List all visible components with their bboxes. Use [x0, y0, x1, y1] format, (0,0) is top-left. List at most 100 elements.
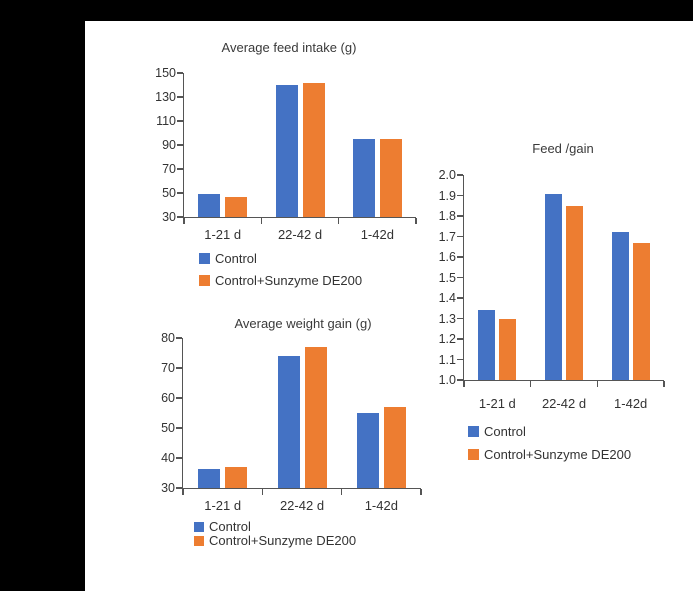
legend-item: Control: [468, 425, 526, 438]
y-tick-mark: [176, 427, 182, 429]
chart-title: Feed /gain: [532, 141, 594, 156]
bar-control-sunzyme-de200: [304, 347, 327, 488]
x-category-label: 22-42 d: [279, 498, 325, 513]
y-axis-label: 110: [156, 114, 176, 128]
x-tick-mark: [663, 381, 665, 387]
x-category-label: 22-42 d: [277, 227, 323, 242]
bar-control: [352, 139, 375, 217]
y-tick-mark: [457, 317, 463, 320]
legend-marker-control: [468, 426, 479, 437]
y-tick-mark: [177, 216, 183, 218]
y-axis-label: 1.6: [438, 250, 456, 264]
y-axis-label: 130: [155, 90, 176, 104]
y-axis-label: 2.0: [438, 168, 456, 182]
black-top-bar: [0, 0, 693, 21]
y-tick-mark: [177, 72, 183, 74]
bar-control: [275, 85, 298, 217]
plot-area: 80 70 60 50 40 30 1-21 d 22-42 d 1-42d: [161, 331, 422, 513]
y-axis-label: 1.8: [438, 209, 456, 223]
y-tick-mark: [457, 194, 463, 197]
chart-title: Average feed intake (g): [221, 40, 357, 55]
legend-item: Control: [199, 252, 257, 265]
bar-control-sunzyme-de200: [379, 139, 402, 217]
x-tick-mark: [260, 218, 263, 224]
y-axis-label: 1.2: [438, 332, 456, 346]
x-category-label: 1-21 d: [204, 498, 242, 513]
x-tick-mark: [341, 489, 343, 495]
y-tick-mark: [177, 120, 183, 122]
legend-marker-sunzyme: [199, 275, 210, 286]
bar-control: [198, 194, 221, 217]
y-axis-label: 1.7: [438, 229, 456, 244]
x-category-label: 1-42d: [360, 227, 394, 242]
legend-item: Control: [194, 520, 251, 533]
y-tick-mark: [176, 457, 182, 459]
legend-label: Control: [209, 519, 251, 534]
y-tick-mark: [176, 367, 182, 369]
bar-control-sunzyme-de200: [302, 82, 325, 217]
legend-label: Control: [215, 251, 257, 266]
y-tick-mark: [457, 358, 463, 361]
bar-control: [545, 193, 562, 380]
bar-control: [611, 232, 629, 380]
bar-control: [478, 310, 496, 380]
y-axis-label: 70: [162, 162, 176, 176]
x-tick-mark: [261, 489, 264, 495]
y-tick-mark: [177, 168, 183, 170]
y-axis-label: 50: [161, 421, 175, 435]
y-tick-mark: [177, 96, 183, 98]
y-tick-mark: [457, 174, 463, 176]
bar-control-sunzyme-de200: [383, 407, 406, 488]
y-tick-mark: [457, 256, 463, 258]
x-category-label: 1-42d: [364, 498, 398, 513]
plot-area: 2.0 1.9 1.8 1.7 1.6 1.5 1.4 1.3 1.2 1.1 1.0 1-21 d 2…: [439, 168, 665, 411]
y-tick-mark: [176, 337, 182, 339]
x-tick-mark: [530, 381, 532, 387]
legend-marker-control: [199, 253, 210, 264]
x-tick-mark: [596, 381, 599, 387]
y-axis-label: 40: [161, 451, 175, 465]
legend-marker-sunzyme: [194, 535, 204, 546]
bar-control-sunzyme-de200: [566, 205, 583, 380]
y-axis-label: 1.3: [438, 311, 456, 326]
y-axis-label: 1.1: [438, 352, 456, 367]
y-axis-label: 1.9: [438, 188, 456, 203]
y-axis-label: 1.5: [438, 270, 456, 285]
y-axis-label: 1.4: [438, 291, 456, 305]
black-left-strip: [0, 0, 85, 591]
y-tick-mark: [176, 397, 182, 399]
bar-control: [198, 468, 221, 488]
x-tick-mark: [338, 218, 340, 224]
bar-control: [356, 413, 379, 488]
bar-control-sunzyme-de200: [499, 318, 517, 380]
legend-item: Control+Sunzyme DE200: [199, 274, 362, 287]
x-tick-mark: [415, 218, 417, 224]
y-tick-mark: [457, 235, 463, 238]
y-tick-mark: [176, 487, 182, 489]
x-tick-mark: [183, 218, 185, 224]
chart-title: Average weight gain (g): [234, 316, 372, 331]
y-axis-label: 70: [161, 361, 175, 375]
legend-item: Control+Sunzyme DE200: [194, 534, 356, 547]
legend-label: Control+Sunzyme DE200: [209, 533, 357, 548]
legend-label: Control: [484, 424, 526, 439]
y-axis-label: 50: [162, 186, 176, 200]
plot-area: 150 130 110 90 70 50 30 1-21 d 22-42 d 1-42d: [155, 66, 417, 242]
legend-label: Control+Sunzyme DE200: [484, 447, 632, 462]
x-category-label: 1-21 d: [204, 227, 242, 242]
y-tick-mark: [457, 338, 463, 340]
legend-marker-sunzyme: [468, 449, 479, 460]
y-axis-label: 150: [155, 66, 176, 80]
y-tick-mark: [457, 215, 463, 217]
x-category-label: 1-42d: [614, 396, 648, 411]
y-tick-mark: [457, 276, 463, 279]
x-category-label: 1-21 d: [478, 396, 516, 411]
y-axis-label: 80: [161, 331, 175, 345]
y-axis-label: 30: [161, 481, 175, 495]
bar-control-sunzyme-de200: [225, 196, 248, 217]
y-tick-mark: [177, 192, 183, 194]
